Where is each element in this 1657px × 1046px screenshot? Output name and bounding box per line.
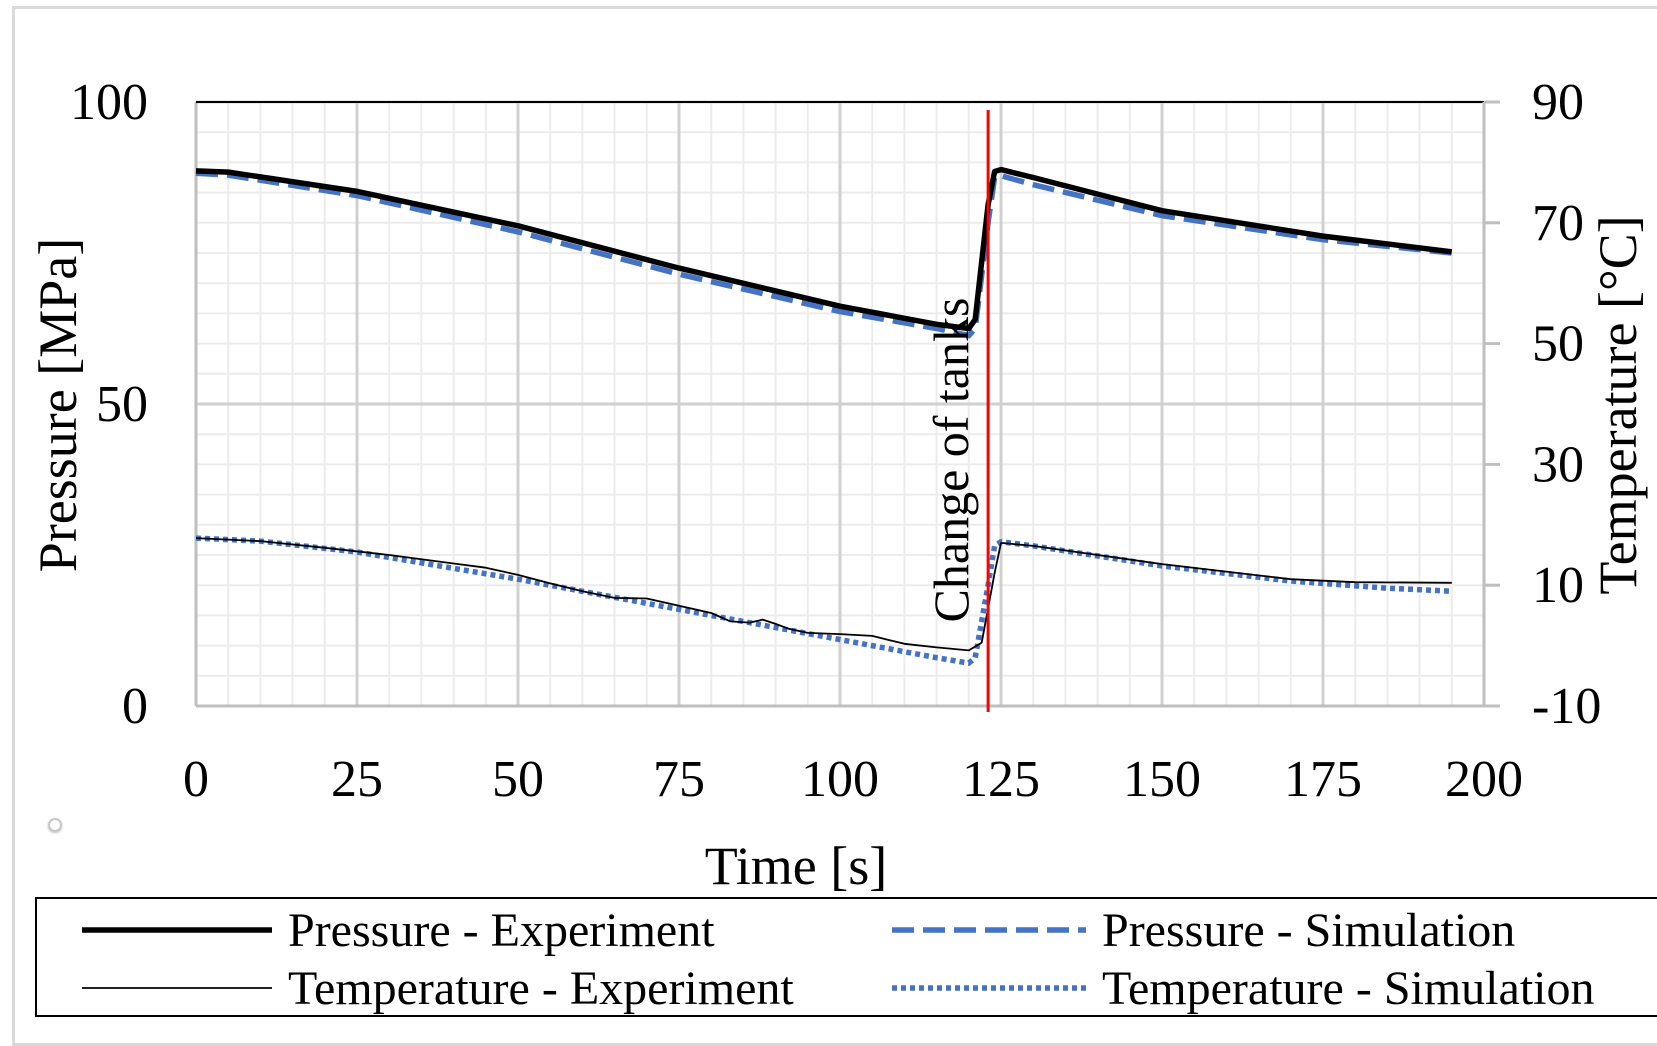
legend-label: Pressure - Experiment: [288, 904, 715, 957]
series-line-temperature-simulation: [195, 535, 1452, 666]
y-axis-title: Pressure [MPa]: [28, 238, 88, 572]
y2-tick-label: 50: [1532, 316, 1584, 373]
tick-labels: 0 25 50 75 100 125 150 175 200 0 50 100 -10 10 30 50 70 9…: [70, 74, 1601, 808]
axes-layer: [194, 100, 1500, 708]
y-tick-label: 0: [122, 678, 148, 735]
x-tick-label: 175: [1284, 751, 1362, 808]
annotation-layer: Change of tanks: [923, 110, 990, 712]
legend-label: Pressure - Simulation: [1102, 904, 1515, 957]
x-tick-label: 25: [331, 751, 383, 808]
y2-tick-label: 90: [1532, 74, 1584, 131]
resize-handle[interactable]: [48, 818, 62, 832]
grid-layer: [194, 100, 1486, 708]
y2-axis-title: Temperature [°C]: [1588, 215, 1648, 594]
x-tick-label: 125: [962, 751, 1040, 808]
y2-tick-label: -10: [1532, 678, 1601, 735]
legend: Pressure - Experiment Pressure - Simulati…: [35, 897, 1657, 1017]
series-line-pressure-experiment: [195, 166, 1453, 332]
x-tick-label: 50: [492, 751, 544, 808]
legend-label: Temperature - Experiment: [288, 962, 794, 1015]
series-layer: [195, 166, 1453, 666]
y2-tick-label: 30: [1532, 436, 1584, 493]
x-tick-label: 150: [1123, 751, 1201, 808]
x-tick-label: 0: [183, 751, 209, 808]
legend-label: Temperature - Simulation: [1102, 962, 1595, 1015]
x-tick-label: 75: [653, 751, 705, 808]
y-tick-label: 100: [70, 74, 148, 131]
change-of-tanks-label: Change of tanks: [923, 298, 979, 623]
x-tick-label: 100: [801, 751, 879, 808]
x-axis-title: Time [s]: [705, 836, 888, 896]
series-line-pressure-simulation: [195, 170, 1453, 339]
y-tick-label: 50: [96, 376, 148, 433]
legend-box: [35, 897, 1657, 1017]
x-tick-label: 200: [1445, 751, 1523, 808]
y2-tick-label: 10: [1532, 557, 1584, 614]
series-line-temperature-experiment: [195, 537, 1452, 652]
y2-tick-label: 70: [1532, 195, 1584, 252]
